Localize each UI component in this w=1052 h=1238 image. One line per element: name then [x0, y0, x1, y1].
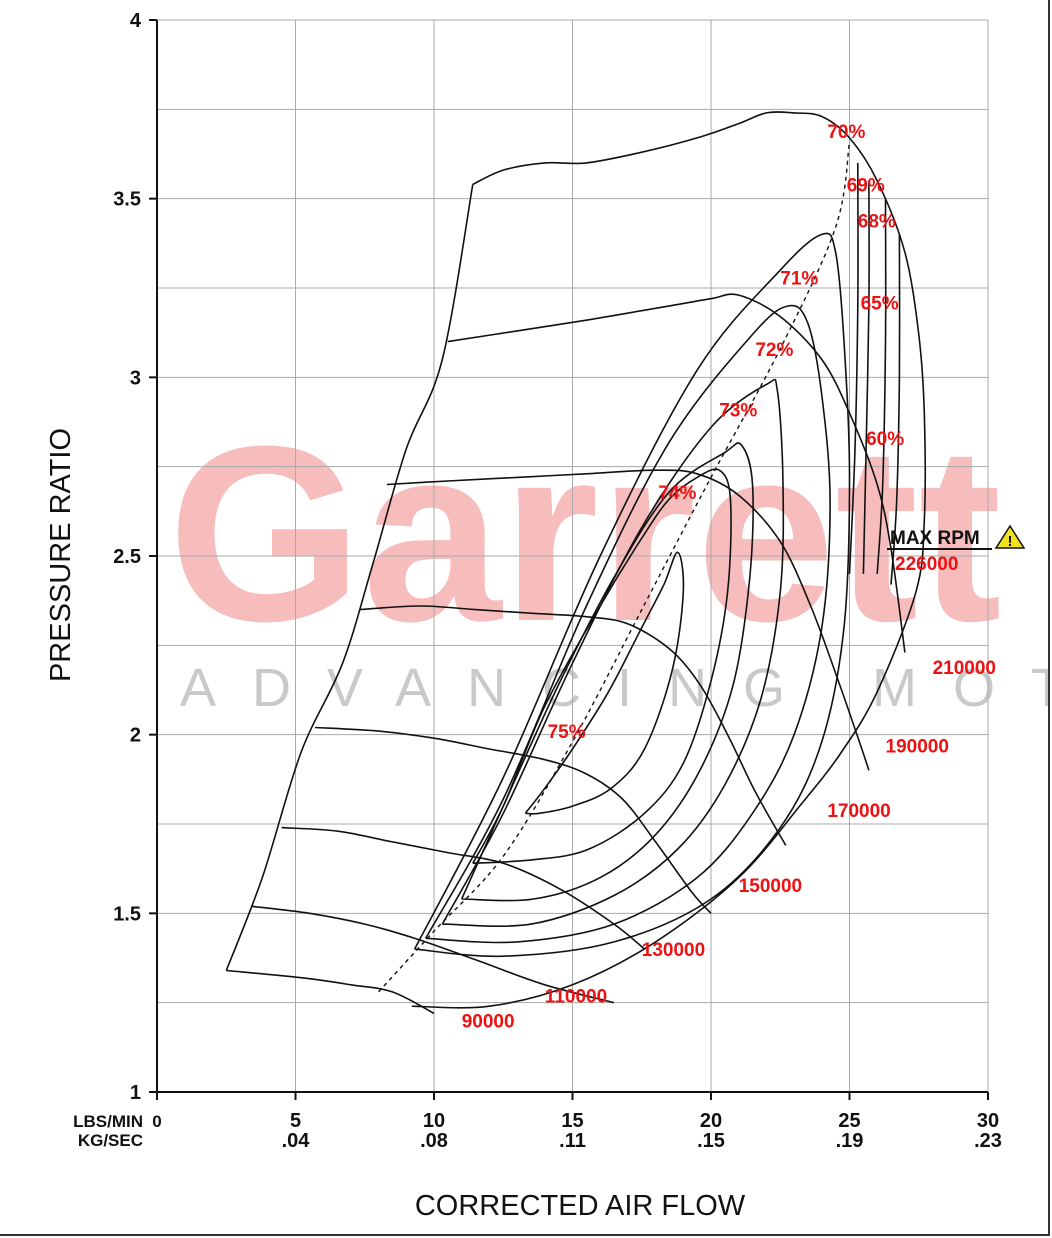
speed-line [386, 469, 870, 771]
speed-line [251, 905, 615, 1004]
map-boundary-line [225, 184, 474, 971]
speed-line [226, 969, 435, 1015]
efficiency-island [524, 551, 685, 815]
curve-label: 74% [658, 483, 696, 504]
curve-label: 75% [548, 722, 586, 743]
x-axis-title: CORRECTED AIR FLOW [415, 1190, 746, 1222]
speed-line [411, 111, 926, 1009]
curves [225, 111, 926, 1015]
efficiency-line [848, 162, 859, 574]
axes: 1 1.5 2 2.5 3 3.5 4 0 5.04 10.08 15.11 20.15 25.19 30… [113, 10, 1002, 1152]
x-tick-label: 15 [561, 1110, 583, 1132]
watermark-tagline: ADVANCING MOTION [180, 658, 1048, 718]
curve-label: 71% [780, 268, 818, 289]
efficiency-line [876, 198, 887, 574]
y-tick-label: 1.5 [113, 903, 141, 925]
curve-label: 65% [861, 293, 899, 314]
peak-efficiency-line [378, 141, 851, 993]
x-tick-label-kg: .19 [836, 1130, 864, 1152]
x-unit-kg: KG/SEC [78, 1131, 143, 1150]
max-rpm-value: 226000 [895, 554, 958, 575]
y-tick-label: 2 [130, 725, 141, 747]
curve-label: 150000 [739, 876, 802, 897]
efficiency-island [441, 378, 785, 927]
efficiency-island [413, 232, 851, 958]
speed-line [314, 726, 712, 914]
y-axis-title: PRESSURE RATIO [45, 428, 77, 682]
x-tick-label: 25 [838, 1110, 860, 1132]
x-tick-label-kg: .08 [420, 1130, 448, 1152]
efficiency-island [472, 468, 732, 865]
curve-label: 72% [755, 340, 793, 361]
efficiency-line [862, 180, 870, 574]
speed-line [359, 605, 787, 846]
speed-line [281, 826, 646, 950]
x-tick-label-kg: .23 [974, 1130, 1002, 1152]
efficiency-island [425, 304, 831, 944]
curve-label: 68% [858, 211, 896, 232]
curve-label: 170000 [827, 801, 890, 822]
x-tick-label: 20 [700, 1110, 722, 1132]
curve-label: 70% [827, 122, 865, 143]
efficiency-line [890, 234, 901, 585]
y-tick-label: 3.5 [113, 189, 141, 211]
curve-label: 90000 [462, 1012, 515, 1033]
x-tick-label: 5 [290, 1110, 301, 1132]
watermark-brand: Garrett [168, 394, 1002, 673]
x-tick-label-kg: .04 [282, 1130, 311, 1152]
curve-label: 73% [719, 401, 757, 422]
curve-label: 190000 [886, 737, 949, 758]
curve-label: 110000 [545, 987, 607, 1008]
curve-label: 210000 [933, 658, 996, 679]
x-unit-lbs: LBS/MIN [73, 1112, 143, 1131]
curve-label: 69% [847, 176, 885, 197]
speed-line [447, 293, 906, 653]
max-rpm-label: MAX RPM [890, 528, 980, 549]
x-tick-label-kg: .15 [697, 1130, 725, 1152]
efficiency-island [460, 442, 754, 902]
warning-icon [994, 524, 1026, 549]
curve-label: 60% [866, 429, 904, 450]
x-tick-label: 10 [423, 1110, 445, 1132]
y-tick-label: 3 [130, 367, 141, 389]
y-tick-label: 1 [130, 1082, 141, 1104]
y-tick-label: 4 [130, 10, 142, 32]
labels: 90000 110000 130000 150000 170000 190000 21000… [462, 122, 996, 1033]
x-tick-label-kg: .11 [559, 1130, 586, 1152]
warning-symbol: ! [1008, 533, 1013, 550]
y-tick-label: 2.5 [113, 546, 141, 568]
max-rpm-marker: MAX RPM ! 226000 [887, 524, 1026, 575]
x-tick-label: 0 [152, 1112, 161, 1131]
curve-label: 130000 [642, 940, 705, 961]
x-tick-label: 30 [977, 1110, 999, 1132]
